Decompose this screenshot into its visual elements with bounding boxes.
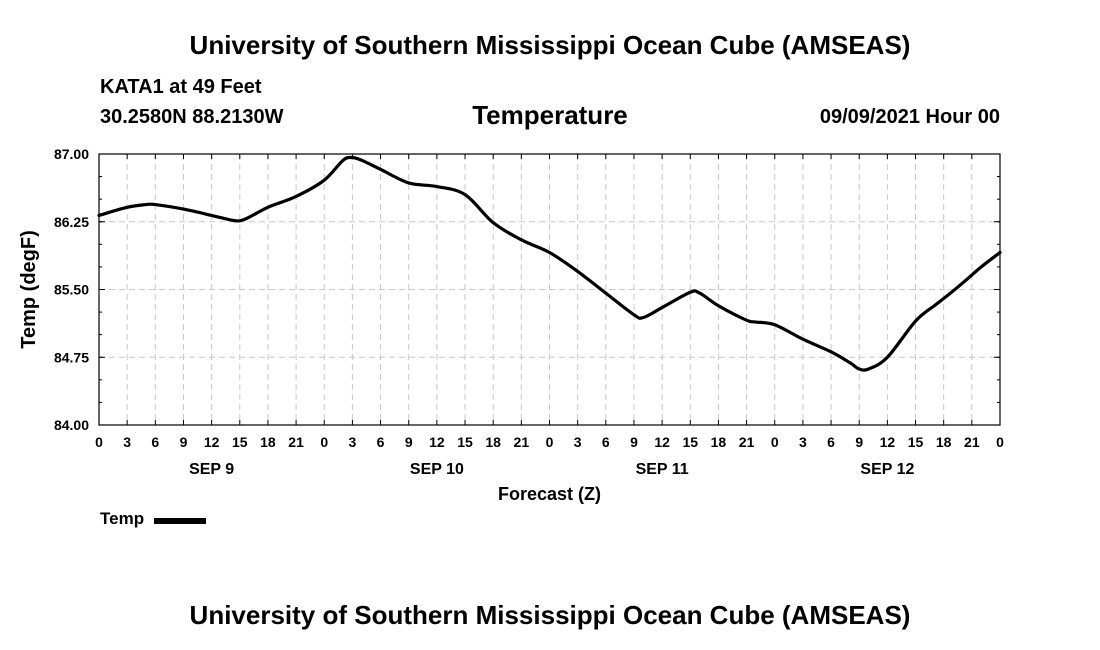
plot-frame <box>98 153 1001 426</box>
x-tick-label: 0 <box>996 434 1004 450</box>
series-line-temp <box>97 155 1002 372</box>
x-date-label: SEP 12 <box>860 461 914 478</box>
x-tick-label: 6 <box>377 434 385 450</box>
x-tick-label: 21 <box>739 434 755 450</box>
x-tick-label: 18 <box>485 434 501 450</box>
x-tick-label: 15 <box>908 434 924 450</box>
x-tick-label: 15 <box>682 434 698 450</box>
x-tick-label: 9 <box>180 434 188 450</box>
chart-bottom-title: University of Southern Mississippi Ocean… <box>189 600 911 630</box>
x-tick-label: 9 <box>405 434 413 450</box>
y-tick-label: 87.00 <box>54 146 89 162</box>
station-label: KATA1 at 49 Feet <box>100 76 262 98</box>
coordinates-label: 30.2580N 88.2130W <box>100 106 284 128</box>
legend-line-swatch <box>154 517 207 524</box>
x-tick-label: 9 <box>630 434 638 450</box>
x-date-label: SEP 11 <box>636 461 689 478</box>
x-tick-label: 6 <box>151 434 159 450</box>
x-tick-label: 15 <box>457 434 473 450</box>
x-tick-label: 12 <box>880 434 896 450</box>
x-tick-label: 18 <box>936 434 952 450</box>
x-axis-label: Forecast (Z) <box>498 484 601 504</box>
datetime-label: 09/09/2021 Hour 00 <box>819 106 1000 128</box>
x-date-label: SEP 9 <box>189 461 234 478</box>
x-date-label: SEP 10 <box>410 461 464 478</box>
x-tick-label: 3 <box>123 434 131 450</box>
x-tick-label: 12 <box>204 434 220 450</box>
x-tick-label: 12 <box>654 434 670 450</box>
x-tick-label: 18 <box>260 434 276 450</box>
legend-label: Temp <box>100 509 145 528</box>
legend: Temp <box>100 509 207 529</box>
y-tick-label: 84.75 <box>54 349 89 365</box>
x-tick-label: 3 <box>349 434 357 450</box>
x-tick-label: 0 <box>771 434 779 450</box>
x-tick-label: 3 <box>574 434 582 450</box>
x-tick-label: 21 <box>964 434 980 450</box>
x-tick-label: 3 <box>799 434 807 450</box>
y-tick-label: 86.25 <box>54 214 89 230</box>
x-tick-label: 9 <box>855 434 863 450</box>
y-axis-label: Temp (degF) <box>18 230 40 349</box>
x-tick-label: 0 <box>546 434 554 450</box>
y-tick-label: 84.00 <box>54 417 89 433</box>
x-tick-label: 6 <box>602 434 610 450</box>
y-tick-label: 85.50 <box>54 282 89 298</box>
x-tick-label: 0 <box>95 434 103 450</box>
x-tick-label: 12 <box>429 434 445 450</box>
x-tick-label: 15 <box>232 434 248 450</box>
x-tick-label: 21 <box>288 434 304 450</box>
chart-top-title: University of Southern Mississippi Ocean… <box>189 30 911 60</box>
x-tick-label: 0 <box>320 434 328 450</box>
x-tick-label: 21 <box>514 434 530 450</box>
x-tick-label: 6 <box>827 434 835 450</box>
variable-title: Temperature <box>472 100 628 130</box>
x-tick-label: 18 <box>711 434 727 450</box>
